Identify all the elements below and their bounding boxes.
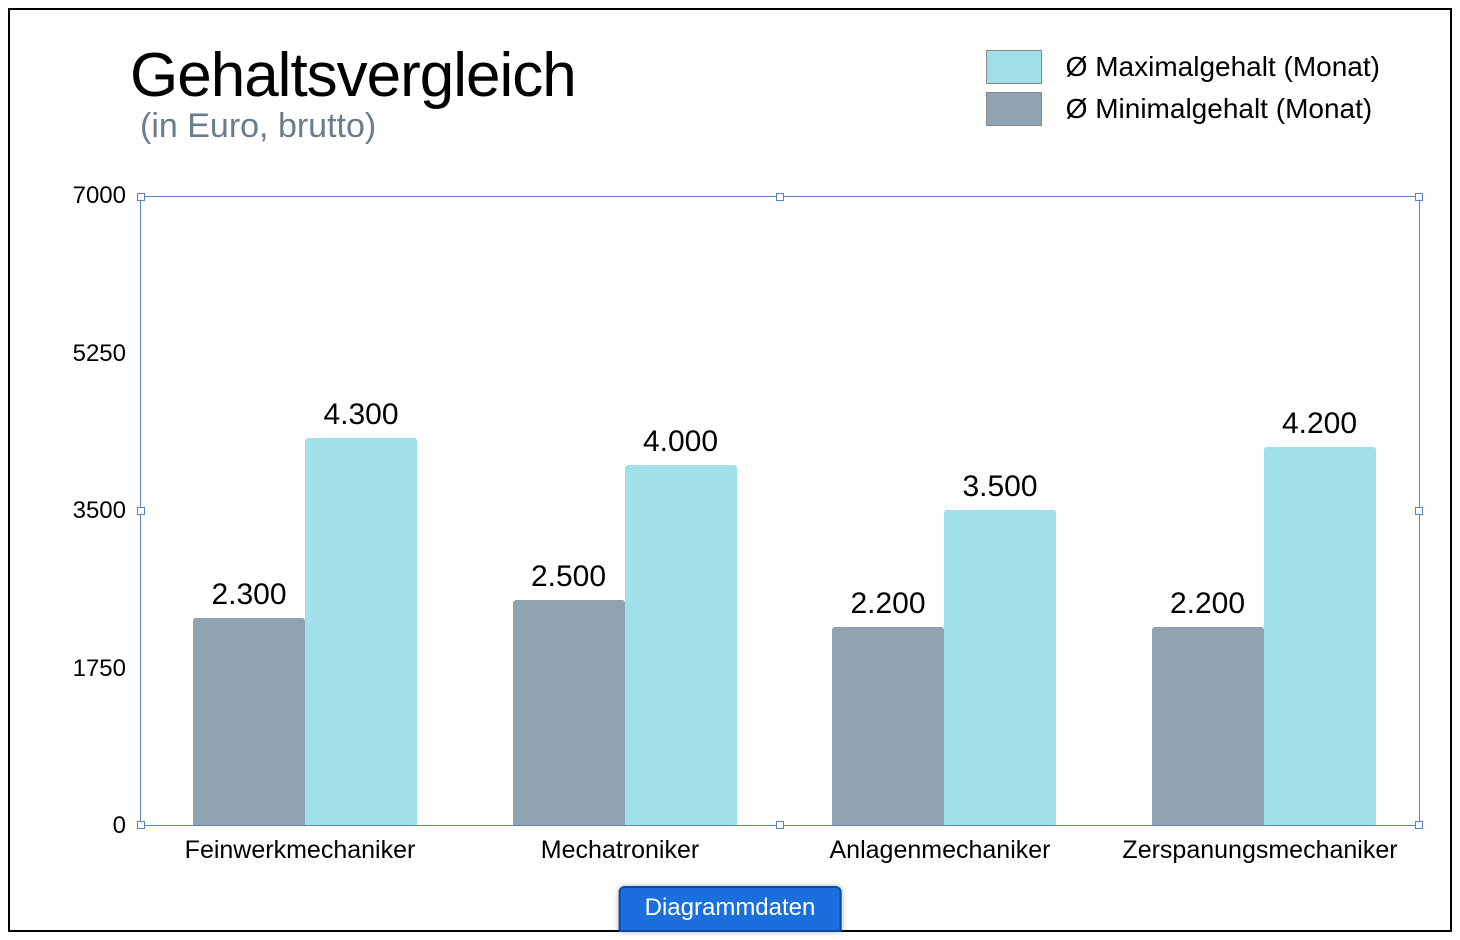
selection-handle[interactable] (1415, 193, 1423, 201)
bar-max-label: 3.500 (930, 470, 1070, 504)
selection-handle[interactable] (1415, 507, 1423, 515)
bar-max (625, 465, 737, 825)
bar-max-label: 4.000 (611, 425, 751, 459)
diagrammdaten-button[interactable]: Diagrammdaten (619, 886, 842, 932)
plot-area: 01750350052507000 2.3004.3002.5004.0002.… (70, 196, 1422, 896)
x-tick-label: Feinwerkmechaniker (140, 836, 460, 865)
bar-group: 2.200 4.200 (1100, 197, 1420, 825)
legend-item-min: Ø Minimalgehalt (Monat) (986, 92, 1380, 126)
chart-frame: Gehaltsvergleich (in Euro, brutto) Ø Max… (8, 8, 1452, 932)
x-tick-label: Mechatroniker (460, 836, 780, 865)
chart-title: Gehaltsvergleich (130, 40, 576, 111)
legend-label-min: Ø Minimalgehalt (Monat) (1066, 93, 1373, 125)
bar-min (832, 627, 944, 825)
y-axis: 01750350052507000 (70, 196, 138, 826)
legend-swatch-max (986, 50, 1042, 84)
header: Gehaltsvergleich (in Euro, brutto) (130, 40, 576, 146)
x-axis-labels: FeinwerkmechanikerMechatronikerAnlagenme… (140, 836, 1420, 865)
y-tick-label: 0 (113, 812, 126, 840)
bar-groups: 2.300 4.300 2.500 4.000 2.200 3.500 2.200 4.200 (141, 197, 1419, 825)
bar-max (1264, 447, 1376, 825)
x-tick-label: Zerspanungsmechaniker (1100, 836, 1420, 865)
bar-min (513, 600, 625, 825)
bar-max (305, 438, 417, 825)
selection-handle[interactable] (137, 193, 145, 201)
bar-group: 2.300 4.300 (141, 197, 461, 825)
selection-handle[interactable] (137, 821, 145, 829)
x-tick-label: Anlagenmechaniker (780, 836, 1100, 865)
legend-label-max: Ø Maximalgehalt (Monat) (1066, 51, 1380, 83)
y-tick-label: 3500 (73, 497, 126, 525)
y-tick-label: 7000 (73, 182, 126, 210)
y-tick-label: 1750 (73, 655, 126, 683)
bar-group: 2.200 3.500 (780, 197, 1100, 825)
plot[interactable]: 2.300 4.300 2.500 4.000 2.200 3.500 2.200 4.200 (140, 196, 1420, 826)
bar-group: 2.500 4.000 (461, 197, 781, 825)
bar-min-label: 2.200 (1138, 587, 1278, 621)
selection-handle[interactable] (1415, 821, 1423, 829)
legend: Ø Maximalgehalt (Monat) Ø Minimalgehalt … (986, 50, 1380, 134)
bar-min-label: 2.500 (499, 560, 639, 594)
bar-min-label: 2.300 (179, 578, 319, 612)
bar-max-label: 4.200 (1250, 407, 1390, 441)
selection-handle[interactable] (776, 193, 784, 201)
selection-handle[interactable] (137, 507, 145, 515)
legend-swatch-min (986, 92, 1042, 126)
bar-min (1152, 627, 1264, 825)
bar-min (193, 618, 305, 825)
bar-max-label: 4.300 (291, 398, 431, 432)
bar-min-label: 2.200 (818, 587, 958, 621)
bar-max (944, 510, 1056, 825)
legend-item-max: Ø Maximalgehalt (Monat) (986, 50, 1380, 84)
chart-subtitle: (in Euro, brutto) (140, 107, 576, 146)
y-tick-label: 5250 (73, 340, 126, 368)
selection-handle[interactable] (776, 821, 784, 829)
